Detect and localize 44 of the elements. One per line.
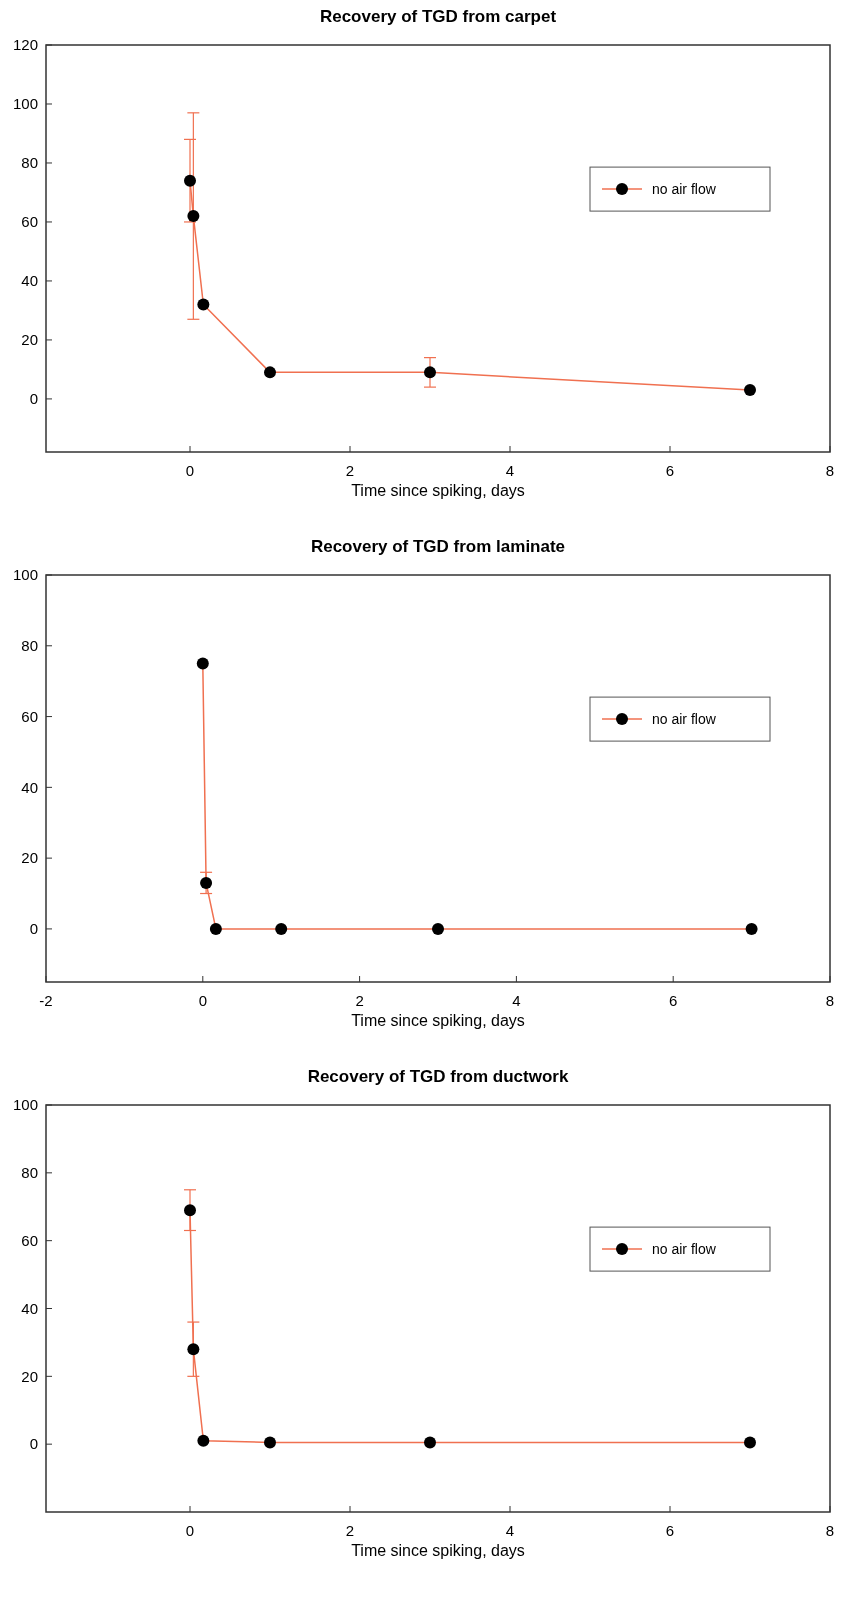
x-tick-label: 2 xyxy=(345,1522,355,1539)
legend-label: no air flow xyxy=(652,1241,717,1257)
y-tick-label: 60 xyxy=(21,1231,38,1249)
x-tick-label: 6 xyxy=(665,1522,675,1539)
y-tick-label: 80 xyxy=(21,1164,38,1182)
y-tick-label: 0 xyxy=(29,920,38,938)
x-tick-label: 6 xyxy=(669,992,678,1009)
y-tick-label: 120 xyxy=(12,36,38,54)
chart-title: Recovery of TGD from laminate xyxy=(310,537,566,556)
y-tick-label: 40 xyxy=(21,272,38,290)
x-tick-label: 8 xyxy=(825,462,835,479)
x-tick-label: 4 xyxy=(505,1522,515,1539)
y-tick-label: 100 xyxy=(12,95,38,113)
y-tick-label: 60 xyxy=(21,707,38,725)
legend-label: no air flow xyxy=(652,181,717,197)
x-tick-label: 8 xyxy=(825,992,835,1009)
y-tick-label: 40 xyxy=(21,1299,38,1317)
y-tick-label: 60 xyxy=(21,213,38,231)
x-axis-title: Time since spiking, days xyxy=(351,1012,525,1029)
x-tick-label: 0 xyxy=(185,462,195,479)
x-tick-label: 6 xyxy=(665,462,675,479)
x-tick-label: 0 xyxy=(185,1522,195,1539)
y-tick-label: 20 xyxy=(21,849,38,867)
y-tick-label: 40 xyxy=(21,778,38,796)
x-tick-label: 4 xyxy=(512,992,521,1009)
y-tick-label: 0 xyxy=(29,390,38,408)
x-tick-label: 8 xyxy=(825,1522,835,1539)
y-tick-label: 80 xyxy=(21,637,38,655)
x-axis-title: Time since spiking, days xyxy=(351,1542,525,1559)
y-tick-label: 20 xyxy=(21,1367,38,1385)
y-tick-label: 20 xyxy=(21,331,38,349)
x-tick-label: 4 xyxy=(505,462,515,479)
x-axis-title: Time since spiking, days xyxy=(351,482,525,499)
y-tick-label: 80 xyxy=(21,154,38,172)
chart-title: Recovery of TGD from carpet xyxy=(319,7,557,26)
y-tick-label: 100 xyxy=(12,566,38,584)
y-tick-label: 0 xyxy=(29,1435,38,1453)
x-tick-label: -2 xyxy=(39,992,53,1009)
x-tick-label: 2 xyxy=(355,992,364,1009)
legend-label: no air flow xyxy=(652,711,717,727)
chart-title: Recovery of TGD from ductwork xyxy=(307,1067,569,1086)
x-tick-label: 2 xyxy=(345,462,355,479)
y-tick-label: 100 xyxy=(12,1096,38,1114)
x-tick-label: 0 xyxy=(198,992,207,1009)
